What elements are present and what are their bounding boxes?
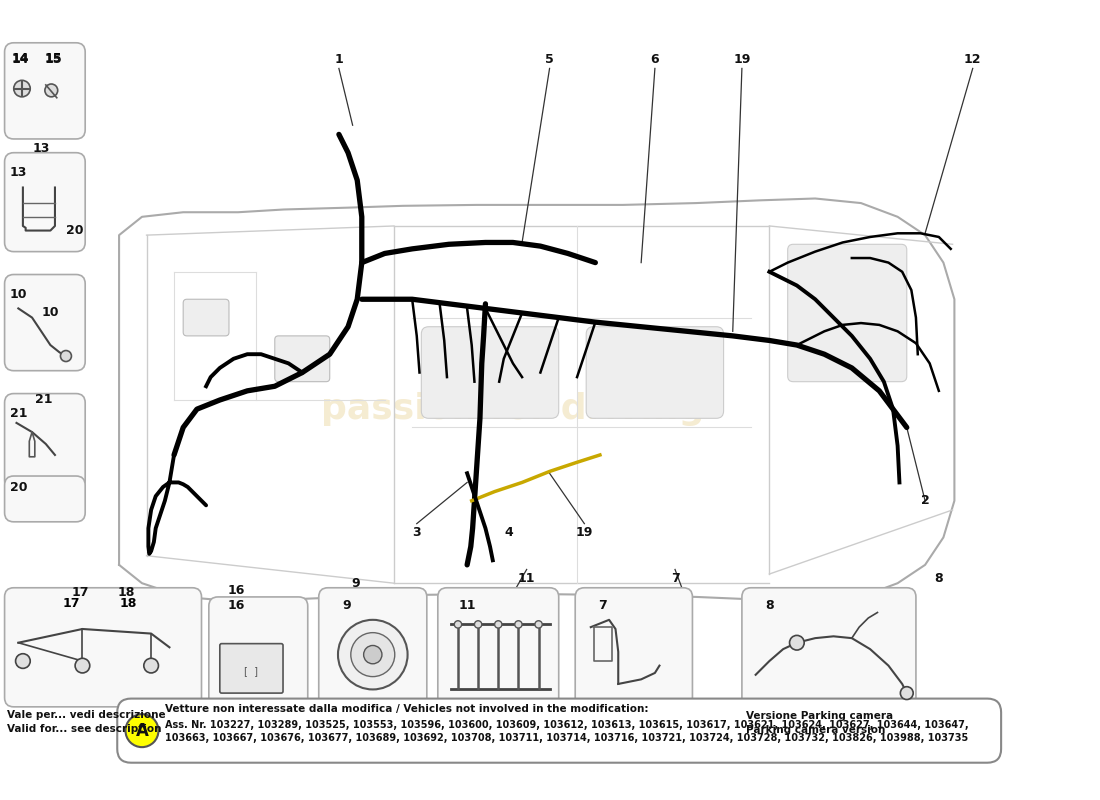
FancyBboxPatch shape [4, 394, 85, 490]
Circle shape [515, 621, 522, 628]
Text: 13: 13 [10, 166, 28, 179]
Text: 15: 15 [44, 53, 62, 66]
Text: 21: 21 [35, 394, 53, 406]
FancyBboxPatch shape [4, 274, 85, 370]
Text: 9: 9 [342, 598, 351, 612]
Circle shape [454, 621, 462, 628]
FancyBboxPatch shape [575, 588, 692, 707]
Text: 9: 9 [351, 577, 360, 590]
FancyBboxPatch shape [4, 153, 85, 252]
FancyBboxPatch shape [741, 588, 916, 707]
Text: 8: 8 [935, 572, 943, 585]
Circle shape [15, 654, 30, 668]
Text: 7: 7 [598, 598, 607, 612]
Text: 14: 14 [11, 53, 29, 66]
Text: 17: 17 [63, 597, 80, 610]
Text: 103663, 103667, 103676, 103677, 103689, 103692, 103708, 103711, 103714, 103716, : 103663, 103667, 103676, 103677, 103689, … [165, 734, 968, 743]
Text: 14: 14 [11, 52, 29, 65]
FancyBboxPatch shape [438, 588, 559, 707]
Text: A: A [135, 722, 149, 740]
Text: 21: 21 [10, 407, 28, 420]
Text: 20: 20 [66, 224, 84, 237]
Text: 10: 10 [10, 288, 28, 302]
Circle shape [45, 84, 57, 97]
Text: 5: 5 [546, 53, 554, 66]
FancyBboxPatch shape [586, 326, 724, 418]
FancyBboxPatch shape [209, 597, 308, 707]
Text: Versione Parking camera
Parking camera version: Versione Parking camera Parking camera v… [747, 711, 893, 735]
FancyBboxPatch shape [275, 336, 330, 382]
FancyBboxPatch shape [184, 299, 229, 336]
FancyBboxPatch shape [4, 476, 85, 522]
Text: 17: 17 [72, 586, 89, 599]
Circle shape [338, 620, 408, 690]
FancyBboxPatch shape [319, 588, 427, 707]
Circle shape [474, 621, 482, 628]
Circle shape [125, 714, 158, 747]
Text: 3: 3 [412, 526, 421, 539]
FancyBboxPatch shape [421, 326, 559, 418]
Text: 11: 11 [459, 598, 476, 612]
FancyBboxPatch shape [220, 644, 283, 693]
Text: 2: 2 [921, 494, 929, 507]
Text: passion for driving: passion for driving [321, 392, 705, 426]
FancyBboxPatch shape [118, 698, 1001, 762]
Circle shape [535, 621, 542, 628]
Text: 19: 19 [575, 526, 593, 539]
Text: [  ]: [ ] [244, 666, 258, 676]
Text: 19: 19 [734, 53, 750, 66]
Text: 13: 13 [33, 142, 50, 154]
Text: 7: 7 [671, 572, 680, 585]
FancyBboxPatch shape [4, 42, 85, 139]
Text: 18: 18 [118, 586, 135, 599]
Text: 18: 18 [120, 597, 136, 610]
Text: Vale per... vedi descrizione
Valid for... see description: Vale per... vedi descrizione Valid for..… [8, 710, 166, 734]
FancyBboxPatch shape [788, 244, 906, 382]
Text: 10: 10 [42, 306, 59, 319]
Circle shape [144, 658, 158, 673]
Text: 12: 12 [964, 53, 981, 66]
Text: 6: 6 [650, 53, 659, 66]
Circle shape [13, 80, 30, 97]
Text: 4: 4 [504, 526, 513, 539]
Text: Vetture non interessate dalla modifica / Vehicles not involved in the modificati: Vetture non interessate dalla modifica /… [165, 704, 648, 714]
Circle shape [495, 621, 502, 628]
Text: 11: 11 [518, 572, 536, 585]
Text: 16: 16 [228, 598, 245, 612]
Text: Ass. Nr. 103227, 103289, 103525, 103553, 103596, 103600, 103609, 103612, 103613,: Ass. Nr. 103227, 103289, 103525, 103553,… [165, 720, 968, 730]
Circle shape [364, 646, 382, 664]
Circle shape [901, 686, 913, 699]
Text: 16: 16 [228, 584, 245, 597]
Text: 15: 15 [44, 52, 62, 65]
Text: 1: 1 [334, 53, 343, 66]
Text: 20: 20 [10, 481, 28, 494]
FancyBboxPatch shape [4, 588, 201, 707]
Circle shape [790, 635, 804, 650]
Circle shape [75, 658, 90, 673]
Circle shape [60, 350, 72, 362]
Circle shape [351, 633, 395, 677]
Text: 8: 8 [766, 598, 773, 612]
